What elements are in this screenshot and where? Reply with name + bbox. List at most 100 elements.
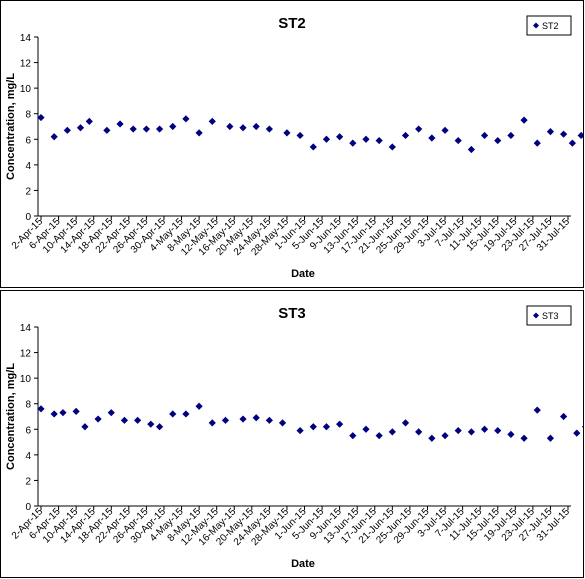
data-point — [560, 130, 568, 138]
y-tick-label: 12 — [20, 349, 32, 360]
data-point — [428, 134, 436, 142]
y-axis-title: Concentration, mg/L — [5, 363, 17, 470]
data-point — [208, 117, 216, 125]
data-point — [546, 128, 555, 136]
y-tick-label: 14 — [20, 323, 32, 334]
data-point — [375, 432, 383, 440]
legend-label: ST2 — [542, 21, 559, 31]
data-point — [388, 428, 396, 436]
data-point — [480, 131, 489, 140]
data-point — [322, 423, 331, 431]
data-point — [116, 120, 124, 128]
y-tick-label: 6 — [25, 425, 31, 436]
data-point — [296, 426, 304, 435]
x-axis-title: Date — [291, 268, 315, 280]
data-point — [129, 125, 137, 133]
chart-st3-svg: ST3024681012142-Apr-156-Apr-1510-Apr-151… — [5, 305, 583, 570]
y-tick-label: 2 — [25, 476, 31, 487]
data-point — [147, 420, 155, 428]
data-point — [169, 122, 177, 131]
data-point — [388, 143, 396, 151]
data-point — [362, 135, 370, 143]
data-point — [309, 423, 317, 431]
data-point — [454, 136, 462, 145]
data-point — [278, 419, 287, 427]
data-point — [415, 428, 423, 436]
y-tick-label: 4 — [25, 451, 31, 462]
data-point — [336, 420, 344, 428]
data-point — [336, 133, 344, 141]
y-tick-label: 4 — [25, 161, 31, 172]
legend-marker — [533, 22, 539, 29]
data-point — [494, 136, 502, 145]
data-point — [467, 428, 475, 436]
data-point — [59, 409, 67, 417]
data-point — [239, 415, 247, 423]
data-point — [94, 415, 102, 423]
data-point — [533, 139, 541, 147]
data-point — [441, 432, 449, 440]
data-point — [494, 426, 502, 435]
data-point — [252, 414, 260, 422]
y-tick-label: 0 — [25, 502, 31, 513]
y-tick-label: 8 — [25, 400, 31, 411]
data-point — [581, 425, 583, 428]
data-point — [265, 125, 273, 133]
data-point — [573, 429, 581, 437]
data-point — [50, 133, 58, 141]
data-point — [221, 416, 230, 424]
data-point — [195, 129, 203, 137]
data-point — [182, 115, 190, 123]
data-point — [520, 434, 528, 442]
data-point — [239, 124, 247, 132]
data-point — [467, 145, 475, 154]
y-tick-label: 14 — [20, 33, 32, 44]
data-point — [560, 412, 568, 421]
chart-st2-svg: ST2024681012142-Apr-156-Apr-1510-Apr-151… — [5, 15, 583, 280]
data-point — [454, 426, 462, 435]
data-point — [169, 410, 177, 418]
data-point — [415, 125, 423, 133]
y-axis-title: Concentration, mg/L — [5, 73, 17, 180]
y-tick-label: 6 — [25, 135, 31, 146]
data-point — [322, 135, 331, 143]
data-point — [309, 143, 317, 151]
data-point — [120, 416, 129, 424]
data-point — [195, 402, 203, 410]
data-point — [142, 125, 150, 133]
data-point — [283, 129, 291, 137]
y-tick-label: 12 — [20, 59, 32, 70]
data-point — [226, 122, 234, 131]
chart-title: ST3 — [278, 305, 306, 322]
data-point — [134, 416, 142, 424]
data-point — [182, 410, 190, 418]
data-point — [401, 419, 410, 427]
data-point — [520, 116, 528, 124]
data-point — [103, 126, 111, 134]
data-point — [81, 423, 89, 431]
data-point — [85, 117, 93, 125]
data-point — [72, 407, 80, 415]
data-point — [533, 406, 541, 414]
legend-box — [526, 305, 572, 326]
data-point — [441, 126, 449, 134]
data-point — [107, 409, 115, 417]
data-point — [208, 419, 216, 427]
data-point — [428, 434, 436, 442]
y-tick-label: 2 — [25, 186, 31, 197]
data-point — [155, 125, 164, 133]
data-point — [480, 425, 489, 433]
legend-marker — [533, 312, 539, 319]
chart-title: ST2 — [278, 15, 306, 32]
y-tick-label: 0 — [25, 212, 31, 223]
data-point — [63, 126, 71, 134]
data-point — [568, 139, 576, 147]
legend-box — [526, 15, 572, 36]
data-point — [507, 430, 515, 438]
data-point — [50, 410, 58, 418]
data-point — [401, 131, 410, 140]
data-point — [577, 131, 583, 140]
chart-panel-st3: ST3 0 2 4 6 8 10 12 14 2-Apr-15 6-Apr-15 10-Apr-15 1… — [0, 290, 584, 578]
chart-panel-st2: ST2 0 2 4 6 8 10 12 14 2-Apr-15 6-Apr-15 10-Apr-15 1… — [0, 0, 584, 288]
data-point — [507, 131, 515, 140]
